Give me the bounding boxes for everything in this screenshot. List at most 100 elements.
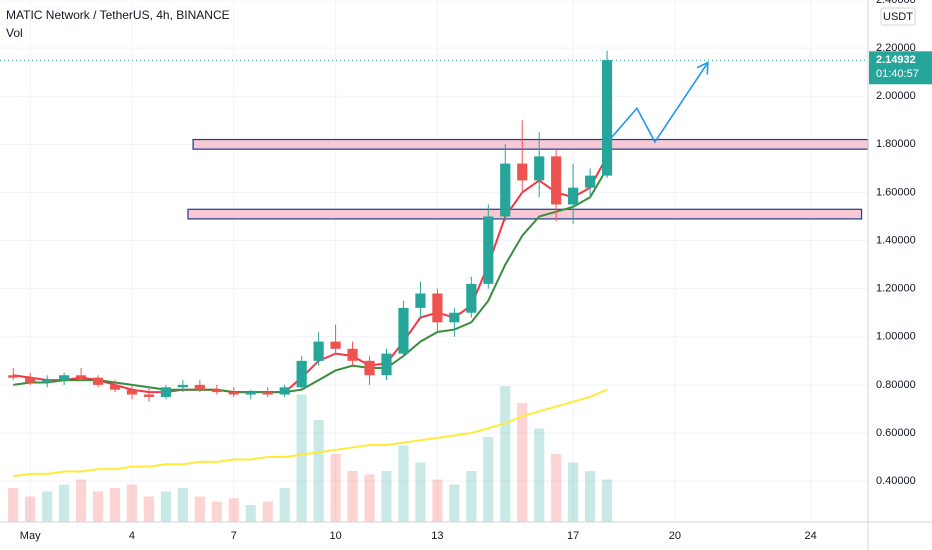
volume-bar [500,386,511,522]
volume-bar [92,491,104,522]
candle-body [211,389,222,393]
x-tick-label: 13 [431,530,443,542]
x-tick-label: May [20,530,41,542]
candle-body [245,392,256,395]
volume-bar [279,488,290,522]
candle-body [126,389,138,395]
volume-bar [330,454,341,522]
moving-average [13,155,608,394]
volume-bar [109,488,121,522]
candle-body [466,283,477,313]
y-tick-label: 0.80000 [876,379,916,391]
volume-bar [59,484,70,522]
candle-body [160,387,172,397]
volume-bar [601,479,613,522]
y-tick-label: 1.80000 [876,138,916,150]
support-zone [192,138,869,150]
y-tick-label: 2.20000 [876,42,916,54]
volume-bar [160,491,172,522]
candle-body [8,375,19,378]
volume-bar [211,501,222,522]
candle-body [517,163,528,181]
volume-bar [42,491,53,522]
volume-bar [534,428,545,522]
y-tick-label: 0.60000 [876,427,916,439]
candle-body [398,307,409,354]
candle-body [194,384,205,390]
last-price: 2.14932 [876,54,916,66]
y-tick-label: 0.40000 [876,475,916,487]
volume-bar [296,394,307,522]
x-tick-label: 10 [329,530,341,542]
x-tick-label: 4 [129,530,135,542]
volume-bar [585,471,596,522]
y-tick-label: 2.00000 [876,90,916,102]
candle-body [279,387,290,395]
candle-body [296,360,307,388]
volume-bar [347,471,358,522]
x-tick-label: 24 [805,530,817,542]
candle-body [585,175,596,188]
chart-title: MATIC Network / TetherUS, 4h, BINANCE [6,8,230,22]
volume-bar [245,505,256,522]
candle-body [500,163,511,217]
candle-body [483,216,494,284]
x-tick-label: 20 [669,530,681,542]
plot [0,0,869,522]
candle-body [177,384,188,388]
candle-body [449,312,460,323]
volume-bar [228,498,239,522]
y-tick-label: 1.60000 [876,186,916,198]
candle-body [415,293,426,308]
candle-body [76,375,87,378]
volume-bar [25,496,36,522]
volume-bar [415,462,426,522]
volume-bar [517,403,528,522]
candle-body [92,377,104,385]
y-tick-label: 1.00000 [876,331,916,343]
volume-bar [381,471,392,522]
volume-bar [313,420,324,522]
arrow-head [696,61,709,75]
support-zone [187,208,863,220]
volume-bar [398,445,409,522]
volume-bar [177,488,188,522]
candle-body [347,348,358,361]
x-tick-label: 7 [231,530,237,542]
candle-body [25,377,36,383]
volume-label: Vol [6,26,23,40]
currency[interactable]: USDT [883,11,913,23]
candle-body [143,394,155,397]
moving-average [13,388,608,478]
volume-bar [551,454,562,522]
candle-body [59,375,70,381]
candle-body [551,156,562,205]
volume-bar [364,474,375,522]
x-tick-label: 17 [567,530,579,542]
volume-bar [483,437,494,522]
candle-body [364,360,375,376]
candle-body [534,156,545,181]
y-tick-label: 1.40000 [876,234,916,246]
moving-average [13,167,608,394]
volume-bar [449,484,460,522]
volume-bar [8,488,19,522]
candle-body [601,60,613,176]
candle-body [109,384,121,390]
countdown: 01:40:57 [876,68,919,80]
candle-body [228,392,239,395]
candle-body [42,380,53,383]
volume-bar [76,479,87,522]
last-price-box [869,51,932,85]
volume-bar [568,462,579,522]
volume-bar [262,501,273,522]
volume-bar [143,496,155,522]
volume-bar [194,496,205,522]
currency-box[interactable] [880,7,916,26]
candle-body [330,341,341,349]
y-tick-label: 1.20000 [876,283,916,295]
volume-bar [126,484,138,522]
y-tick-label: 2.40000 [876,0,916,6]
